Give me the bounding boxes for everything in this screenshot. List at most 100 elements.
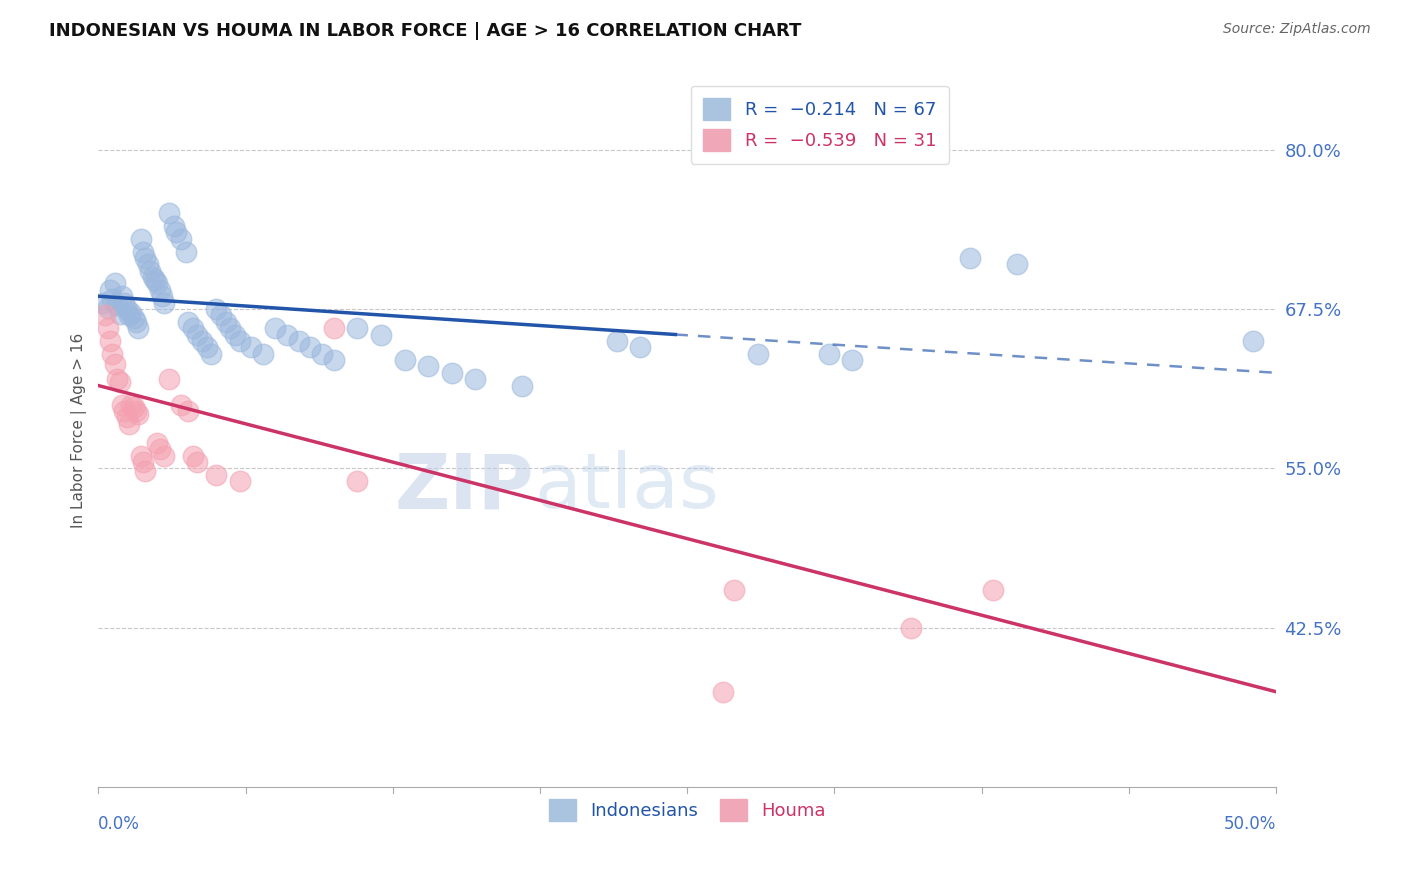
Point [108, 307, 131, 321]
Point [181, 449, 204, 463]
Point [125, 315, 148, 329]
Point [146, 436, 169, 450]
Point [153, 295, 176, 310]
Point [191, 334, 214, 348]
Point [91, 295, 114, 310]
Point [157, 206, 180, 220]
Point [111, 289, 134, 303]
Point [983, 582, 1005, 597]
Point [157, 372, 180, 386]
Point [97, 301, 120, 315]
Point [105, 372, 128, 386]
Point [170, 398, 193, 412]
Point [370, 327, 392, 342]
Point [115, 410, 138, 425]
Point [146, 277, 169, 291]
Point [136, 257, 159, 271]
Point [122, 310, 145, 325]
Point [104, 357, 127, 371]
Point [219, 321, 242, 335]
Point [104, 277, 127, 291]
Point [346, 321, 368, 335]
Point [264, 321, 287, 335]
Point [132, 455, 155, 469]
Point [149, 283, 172, 297]
Point [1241, 334, 1264, 348]
Point [464, 372, 486, 386]
Point [98, 334, 121, 348]
Point [181, 321, 204, 335]
Point [108, 375, 131, 389]
Point [177, 315, 200, 329]
Point [129, 449, 152, 463]
Point [129, 232, 152, 246]
Point [101, 292, 124, 306]
Point [139, 264, 162, 278]
Point [209, 309, 232, 323]
Point [163, 219, 186, 233]
Point [723, 582, 745, 597]
Point [440, 366, 463, 380]
Point [120, 306, 142, 320]
Point [149, 442, 172, 457]
Text: Source: ZipAtlas.com: Source: ZipAtlas.com [1223, 22, 1371, 37]
Point [153, 449, 176, 463]
Point [394, 353, 416, 368]
Point [747, 346, 769, 360]
Point [228, 474, 250, 488]
Point [141, 270, 163, 285]
Point [111, 398, 134, 412]
Point [606, 334, 628, 348]
Point [120, 398, 142, 412]
Point [101, 346, 124, 360]
Point [240, 340, 263, 354]
Point [416, 359, 439, 374]
Point [224, 327, 246, 342]
Point [143, 273, 166, 287]
Point [98, 283, 121, 297]
Point [299, 340, 322, 354]
Point [177, 404, 200, 418]
Point [118, 417, 141, 431]
Point [122, 401, 145, 415]
Point [97, 321, 120, 335]
Point [959, 251, 981, 265]
Point [628, 340, 651, 354]
Point [132, 244, 155, 259]
Point [150, 289, 173, 303]
Point [125, 404, 148, 418]
Point [195, 340, 218, 354]
Point [900, 621, 922, 635]
Point [252, 346, 274, 360]
Point [841, 353, 863, 368]
Point [322, 353, 344, 368]
Point [105, 298, 128, 312]
Point [817, 346, 839, 360]
Text: ZIP: ZIP [395, 450, 534, 524]
Point [1005, 257, 1028, 271]
Text: 50.0%: 50.0% [1223, 815, 1277, 833]
Point [346, 474, 368, 488]
Point [134, 251, 156, 265]
Point [512, 378, 534, 392]
Point [205, 467, 228, 482]
Point [214, 315, 236, 329]
Point [276, 327, 298, 342]
Text: 0.0%: 0.0% [98, 815, 141, 833]
Point [186, 327, 208, 342]
Point [118, 309, 141, 323]
Point [322, 321, 344, 335]
Point [200, 346, 222, 360]
Point [127, 321, 149, 335]
Text: atlas: atlas [534, 450, 718, 524]
Point [174, 244, 197, 259]
Point [165, 226, 187, 240]
Point [186, 455, 208, 469]
Point [112, 295, 135, 310]
Point [112, 404, 135, 418]
Point [134, 464, 156, 478]
Point [711, 684, 734, 698]
Y-axis label: In Labor Force | Age > 16: In Labor Force | Age > 16 [72, 333, 87, 528]
Point [127, 407, 149, 421]
Point [170, 232, 193, 246]
